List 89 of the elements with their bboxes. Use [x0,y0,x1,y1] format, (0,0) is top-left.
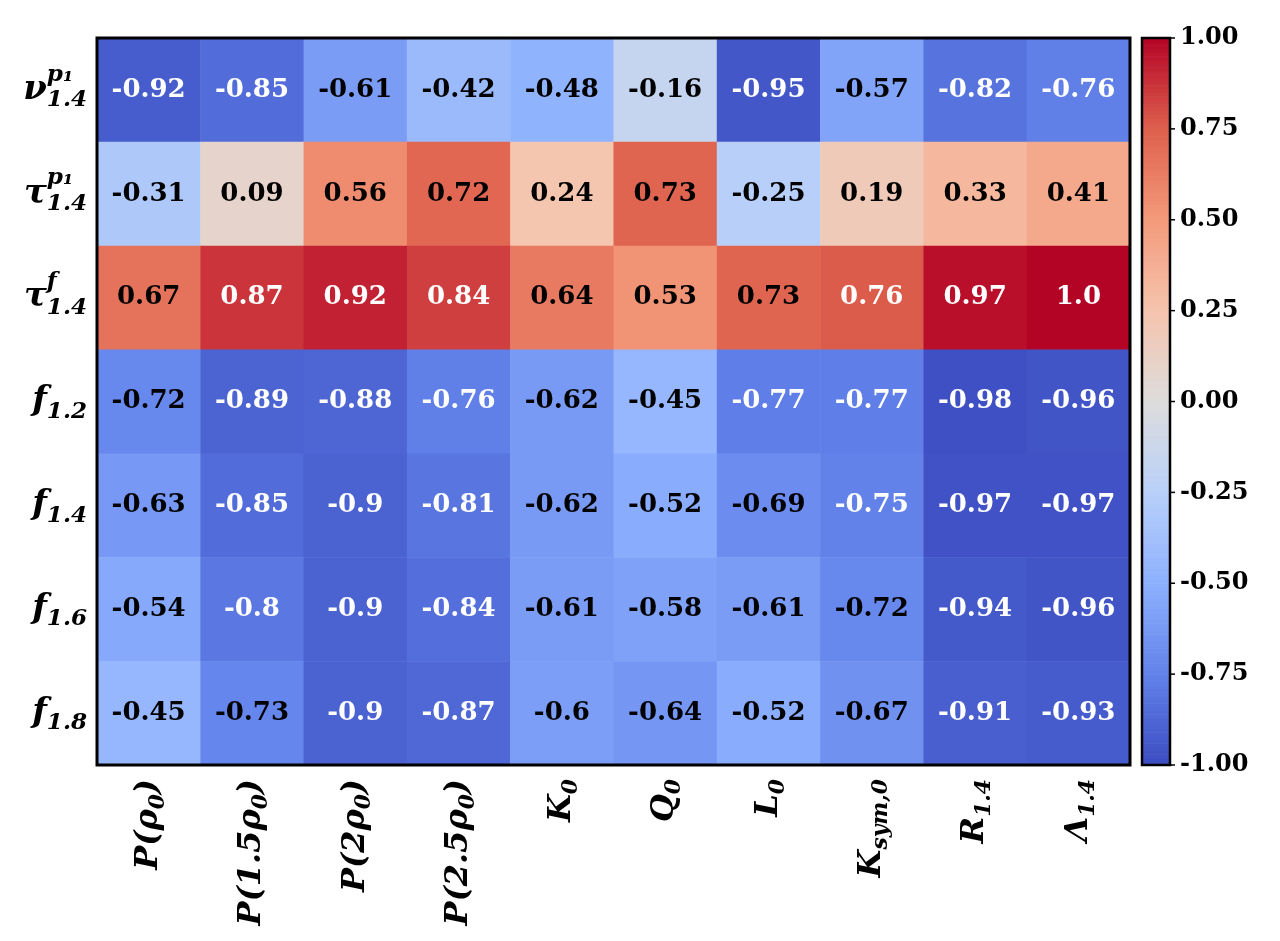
data-label: -0.88 [318,384,393,415]
data-label: -0.97 [937,488,1013,519]
data-label: 0.64 [530,280,594,311]
data-label: -0.63 [111,488,186,519]
data-label: 0.73 [633,176,697,207]
data-label: -0.61 [524,591,599,622]
data-label: -0.9 [327,488,384,519]
color-bar-label: -0.50 [1180,566,1249,596]
data-label: 0.84 [426,280,491,311]
data-label: -0.54 [111,591,186,622]
data-label: -0.25 [731,176,806,207]
color-bar-label: -1.00 [1180,748,1249,778]
color-bar-label: 0.75 [1180,112,1239,142]
x-tick-label: Q0 [643,778,686,823]
data-label: 0.24 [530,176,594,207]
color-bar-label: -0.75 [1180,657,1249,687]
data-label: -0.52 [731,695,806,726]
data-label: -0.61 [731,591,806,622]
data-label: -0.96 [1041,384,1116,415]
data-label: -0.9 [327,591,384,622]
data-label: -0.45 [111,695,186,726]
data-label: 0.87 [220,280,284,311]
data-label: -0.61 [318,72,393,103]
data-label: -0.84 [421,591,496,622]
data-label: -0.76 [421,384,496,415]
data-label: 0.67 [116,280,181,311]
data-label: -0.77 [834,384,909,415]
data-label: -0.96 [1041,591,1116,622]
data-label: -0.64 [628,695,703,726]
color-bar-label: 0.00 [1180,384,1239,414]
data-label: 1.0 [1055,280,1101,311]
data-label: -0.69 [731,488,806,519]
data-label: 0.73 [736,280,801,311]
data-label: -0.57 [834,72,909,103]
data-label: -0.82 [937,72,1013,103]
x-tick-label: P(2.5ρ0) [436,779,479,927]
data-label: -0.89 [214,384,290,415]
x-tick-label: P(ρ0) [126,779,169,871]
data-label: -0.81 [421,488,496,519]
data-label: -0.16 [628,72,703,103]
x-tick-label: K0 [540,778,583,823]
data-label: -0.72 [834,591,909,622]
data-label: -0.95 [731,72,806,103]
color-bar-label: 1.00 [1180,21,1239,51]
data-label: -0.62 [524,384,599,415]
color-bar-label: 0.25 [1180,293,1239,323]
data-label: -0.42 [421,72,496,103]
data-label: -0.87 [421,695,496,726]
x-tick-label: L0 [746,778,789,818]
data-label: 0.76 [840,280,904,311]
data-label: -0.72 [111,384,186,415]
data-label: 0.53 [633,280,697,311]
data-label: -0.62 [524,488,599,519]
data-label: -0.31 [111,176,186,207]
data-label: -0.67 [834,695,909,726]
data-label: -0.85 [214,72,290,103]
data-label: 0.33 [943,176,1007,207]
data-label: -0.98 [937,384,1013,415]
data-label: -0.73 [214,695,290,726]
data-label: 0.92 [323,280,387,311]
data-label: 0.19 [840,176,904,207]
x-tick-label: P(2ρ0) [333,779,376,894]
data-label: -0.97 [1041,488,1116,519]
data-label: 0.41 [1046,176,1111,207]
data-label: -0.75 [834,488,909,519]
data-label: 0.09 [220,176,284,207]
x-tick-label: R1.4 [953,779,996,845]
data-label: 0.56 [323,176,387,207]
data-label: -0.93 [1041,695,1116,726]
x-tick-label: P(1.5ρ0) [230,779,273,927]
data-label: -0.77 [731,384,806,415]
data-label: -0.94 [937,591,1013,622]
data-label: -0.9 [327,695,384,726]
data-label: -0.6 [533,695,590,726]
data-label: -0.52 [628,488,703,519]
data-label: -0.92 [111,72,186,103]
data-label: -0.76 [1041,72,1116,103]
data-label: -0.48 [524,72,599,103]
data-label: 0.97 [943,280,1007,311]
data-label: -0.58 [628,591,703,622]
data-label: -0.85 [214,488,290,519]
color-bar-label: 0.50 [1180,202,1239,232]
color-bar-label: -0.25 [1180,475,1249,505]
data-label: 0.72 [426,176,491,207]
data-label: -0.91 [937,695,1013,726]
data-label: -0.8 [223,591,280,622]
x-tick-label: Λ1.4 [1056,779,1099,845]
data-label: -0.45 [628,384,703,415]
x-tick-label: Ksym,0 [850,778,892,879]
